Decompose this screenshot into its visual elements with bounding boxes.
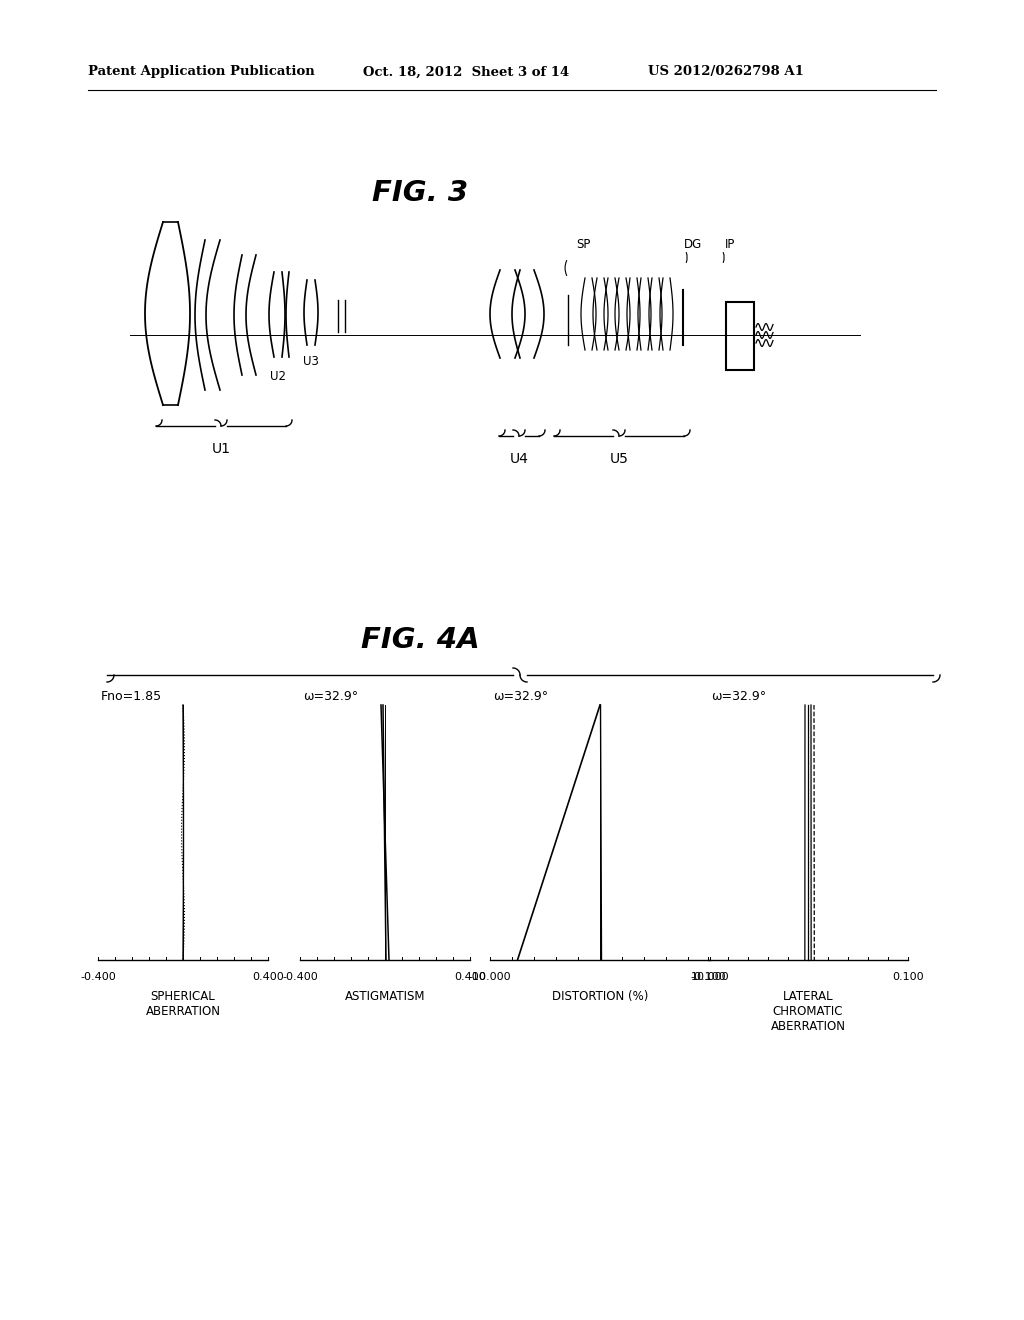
Text: FIG. 4A: FIG. 4A bbox=[360, 626, 479, 653]
Text: SPHERICAL
ABERRATION: SPHERICAL ABERRATION bbox=[145, 990, 220, 1018]
Text: SP: SP bbox=[575, 238, 591, 251]
Text: ω=32.9°: ω=32.9° bbox=[711, 690, 766, 704]
Text: US 2012/0262798 A1: US 2012/0262798 A1 bbox=[648, 66, 804, 78]
Text: U3: U3 bbox=[303, 355, 318, 368]
Text: U2: U2 bbox=[270, 370, 286, 383]
Text: Fno=1.85: Fno=1.85 bbox=[101, 690, 162, 704]
Text: 0.100: 0.100 bbox=[892, 972, 924, 982]
Text: -10.000: -10.000 bbox=[469, 972, 511, 982]
Text: 0.400: 0.400 bbox=[252, 972, 284, 982]
Text: ASTIGMATISM: ASTIGMATISM bbox=[345, 990, 425, 1003]
Text: DISTORTION (%): DISTORTION (%) bbox=[552, 990, 648, 1003]
Text: FIG. 3: FIG. 3 bbox=[372, 180, 468, 207]
Text: U1: U1 bbox=[212, 442, 230, 455]
Text: -0.100: -0.100 bbox=[690, 972, 726, 982]
Text: 0.400: 0.400 bbox=[454, 972, 485, 982]
Text: LATERAL
CHROMATIC
ABERRATION: LATERAL CHROMATIC ABERRATION bbox=[770, 990, 846, 1034]
Text: Oct. 18, 2012  Sheet 3 of 14: Oct. 18, 2012 Sheet 3 of 14 bbox=[362, 66, 569, 78]
Text: Patent Application Publication: Patent Application Publication bbox=[88, 66, 314, 78]
Text: -0.400: -0.400 bbox=[80, 972, 116, 982]
Text: U5: U5 bbox=[609, 451, 629, 466]
Text: -0.400: -0.400 bbox=[283, 972, 317, 982]
Text: DG: DG bbox=[684, 238, 702, 251]
Text: ω=32.9°: ω=32.9° bbox=[493, 690, 548, 704]
Text: 10.000: 10.000 bbox=[690, 972, 729, 982]
Bar bbox=[726, 302, 754, 370]
Text: IP: IP bbox=[725, 238, 735, 251]
Text: U4: U4 bbox=[510, 451, 528, 466]
Text: ω=32.9°: ω=32.9° bbox=[303, 690, 358, 704]
